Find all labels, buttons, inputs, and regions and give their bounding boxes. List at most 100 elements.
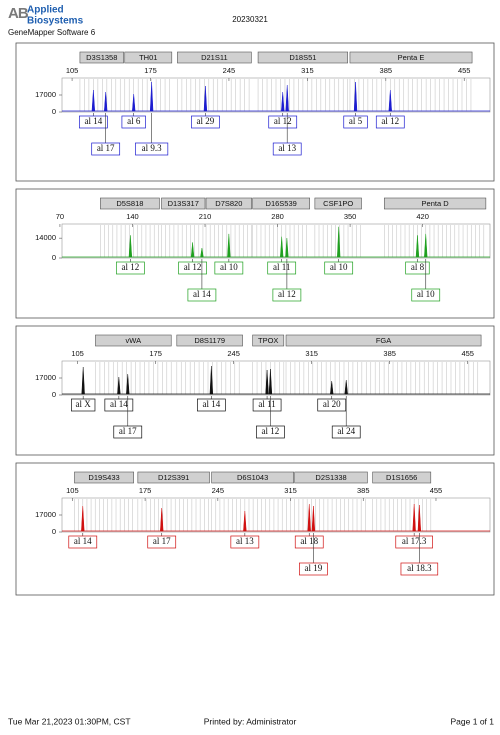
allele-label: al 5	[349, 116, 363, 126]
x-tick-label: 245	[212, 486, 225, 495]
peak	[243, 510, 247, 532]
x-tick-label: 315	[301, 66, 314, 75]
locus-name: D7S820	[215, 199, 242, 208]
allele-label: al 18.3	[407, 563, 432, 573]
locus-name: FGA	[376, 336, 391, 345]
allele-box	[256, 425, 285, 439]
panel-frame	[15, 462, 495, 596]
allele-label: al 17	[153, 536, 171, 546]
locus-bar	[74, 471, 134, 484]
logo-line1: Applied	[27, 5, 64, 16]
allele-box	[191, 115, 220, 129]
peak	[160, 507, 164, 532]
allele-box	[343, 115, 368, 129]
x-tick-label: 315	[305, 349, 318, 358]
allele-box	[116, 261, 145, 275]
panel-frame	[15, 188, 495, 319]
locus-name: D19S433	[88, 473, 119, 482]
allele-label: al 12	[278, 289, 296, 299]
allele-label: al 19	[305, 563, 323, 573]
allele-label: al 10	[417, 289, 435, 299]
locus-bar	[79, 51, 124, 64]
y-tick-label: 0	[52, 390, 56, 399]
peak	[285, 84, 289, 112]
peak	[81, 366, 85, 395]
y-tick-label: 0	[52, 527, 56, 536]
locus-bar	[252, 197, 310, 210]
peak	[311, 505, 316, 532]
locus-bar	[252, 334, 285, 347]
allele-box	[299, 562, 328, 576]
x-tick-label: 385	[380, 66, 393, 75]
allele-label: al 12	[274, 116, 292, 126]
peak	[424, 233, 428, 258]
locus-name: D2S1338	[315, 473, 346, 482]
allele-box	[375, 115, 405, 129]
x-tick-label: 350	[344, 212, 357, 221]
allele-box	[268, 115, 298, 129]
locus-name: Penta E	[398, 53, 425, 62]
allele-box	[187, 288, 217, 302]
peak	[126, 373, 130, 395]
allele-label: al 13	[236, 536, 254, 546]
locus-name: D13S317	[168, 199, 199, 208]
x-tick-label: 175	[139, 486, 152, 495]
locus-bar	[95, 334, 172, 347]
allele-box	[331, 425, 361, 439]
peak	[307, 503, 311, 532]
x-tick-label: 175	[144, 66, 157, 75]
peak	[281, 91, 285, 112]
peak	[337, 226, 341, 258]
y-tick-label: 0	[52, 253, 56, 262]
allele-label: al 10	[220, 262, 238, 272]
x-tick-label: 385	[383, 349, 396, 358]
peak	[149, 81, 154, 112]
x-tick-label: 210	[199, 212, 212, 221]
peak	[117, 376, 121, 395]
locus-bar	[285, 334, 482, 347]
locus-bar	[383, 197, 487, 210]
locus-name: D1S1656	[386, 473, 417, 482]
panel-frame	[15, 42, 495, 182]
locus-name: D12S391	[158, 473, 189, 482]
allele-box	[272, 288, 302, 302]
locus-name: vWA	[126, 336, 142, 345]
allele-box	[230, 535, 260, 549]
allele-label: al 11	[258, 399, 275, 409]
allele-label: al 6	[127, 116, 141, 126]
peak	[227, 233, 231, 258]
x-tick-label: 70	[56, 212, 64, 221]
peak	[415, 235, 420, 258]
peak	[209, 365, 214, 395]
allele-box	[71, 398, 96, 412]
locus-bar	[137, 471, 210, 484]
locus-bar	[211, 471, 294, 484]
peak	[268, 368, 273, 395]
logo-mark: AB	[8, 5, 29, 22]
allele-label: al 29	[197, 116, 215, 126]
locus-bar	[294, 471, 368, 484]
y-tick-label: 0	[52, 107, 56, 116]
peak	[190, 242, 195, 258]
allele-label: al 14	[193, 289, 211, 299]
allele-label: al 17.3	[402, 536, 427, 546]
logo-line2: Biosystems	[27, 16, 84, 27]
allele-label: al 18	[300, 536, 318, 546]
allele-box	[405, 261, 430, 275]
peak	[104, 91, 108, 112]
x-tick-label: 455	[458, 66, 471, 75]
y-tick-label: 14000	[35, 233, 56, 242]
x-tick-label: 105	[71, 349, 84, 358]
footer-timestamp: Tue Mar 21,2023 01:30PM, CST	[8, 716, 131, 726]
locus-name: D18S51	[289, 53, 316, 62]
x-tick-label: 280	[271, 212, 284, 221]
allele-label: al 14	[110, 399, 128, 409]
allele-box	[113, 425, 143, 439]
allele-label: al 14	[202, 399, 220, 409]
peak	[388, 89, 392, 112]
software-name: GeneMapper Software 6	[8, 28, 96, 37]
locus-bar	[372, 471, 432, 484]
locus-name: D5S818	[116, 199, 143, 208]
locus-bar	[257, 51, 349, 64]
peak	[81, 505, 85, 532]
